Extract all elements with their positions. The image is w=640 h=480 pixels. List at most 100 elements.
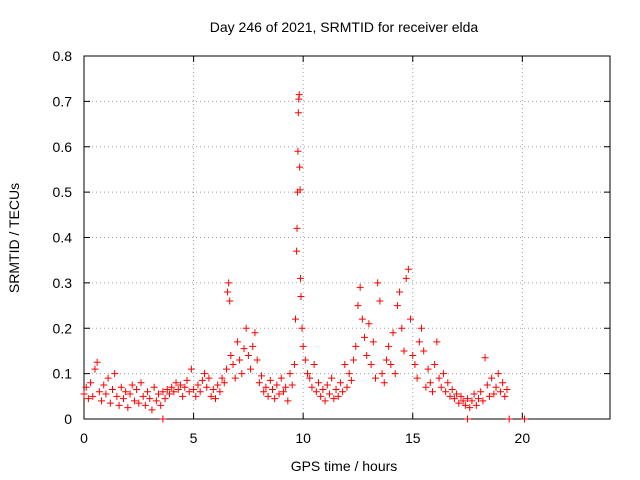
data-point — [240, 345, 248, 353]
data-point — [448, 386, 456, 394]
data-point — [389, 329, 397, 337]
data-point — [428, 388, 436, 396]
data-point — [236, 356, 244, 364]
data-point — [80, 390, 88, 398]
data-point — [264, 392, 272, 400]
data-point — [391, 370, 399, 378]
data-point — [209, 386, 217, 394]
data-point — [161, 395, 169, 403]
x-tick-label: 0 — [80, 430, 88, 446]
data-point — [369, 338, 377, 346]
data-point — [312, 388, 320, 396]
data-point — [330, 395, 338, 403]
data-point — [172, 379, 180, 387]
data-point — [106, 399, 114, 407]
data-point — [352, 342, 360, 350]
data-point — [356, 283, 364, 291]
data-point — [266, 376, 274, 384]
data-point — [308, 383, 316, 391]
data-point — [332, 386, 340, 394]
data-point — [119, 395, 127, 403]
data-point — [229, 361, 237, 369]
data-point — [464, 395, 472, 403]
data-point — [396, 288, 404, 296]
data-point — [100, 381, 108, 389]
data-point — [192, 392, 200, 400]
data-point — [363, 351, 371, 359]
data-point — [293, 224, 301, 232]
data-point — [238, 370, 246, 378]
data-point — [108, 386, 116, 394]
y-tick-label: 0.6 — [53, 139, 73, 155]
data-point — [268, 386, 276, 394]
data-point — [196, 388, 204, 396]
data-point — [461, 401, 469, 409]
data-point — [299, 342, 307, 350]
data-point — [382, 356, 390, 364]
data-point — [104, 374, 112, 382]
data-point — [290, 361, 298, 369]
data-point — [159, 388, 167, 396]
data-point — [139, 392, 147, 400]
data-point — [288, 381, 296, 389]
data-point — [201, 370, 209, 378]
data-point — [102, 390, 110, 398]
data-point — [258, 372, 266, 380]
chart-title: Day 246 of 2021, SRMTID for receiver eld… — [210, 19, 479, 35]
data-point — [203, 383, 211, 391]
data-point — [315, 379, 323, 387]
data-point — [82, 383, 90, 391]
data-point — [227, 351, 235, 359]
data-point — [306, 374, 314, 382]
data-point — [185, 388, 193, 396]
data-point — [187, 365, 195, 373]
data-point — [453, 390, 461, 398]
data-point — [477, 388, 485, 396]
data-point — [260, 388, 268, 396]
data-point — [89, 392, 97, 400]
data-point — [422, 383, 430, 391]
data-point — [242, 324, 250, 332]
x-tick-label: 15 — [405, 430, 421, 446]
y-tick-label: 0.3 — [53, 275, 73, 291]
data-point — [483, 381, 491, 389]
axis-ticks — [83, 55, 610, 420]
data-point — [159, 415, 167, 423]
data-point — [216, 388, 224, 396]
data-point — [214, 381, 222, 389]
gridlines — [84, 56, 610, 419]
data-point — [402, 274, 410, 282]
data-point — [150, 383, 158, 391]
data-point — [91, 365, 99, 373]
data-point — [297, 274, 305, 282]
data-point — [455, 399, 463, 407]
data-point — [181, 383, 189, 391]
data-point — [262, 383, 270, 391]
data-point — [122, 388, 130, 396]
data-point — [249, 342, 257, 350]
data-point — [411, 361, 419, 369]
data-point — [310, 361, 318, 369]
x-tick-label: 20 — [515, 430, 531, 446]
data-point — [354, 302, 362, 310]
data-point — [323, 381, 331, 389]
data-point — [304, 370, 312, 378]
data-point — [415, 338, 423, 346]
data-point — [398, 324, 406, 332]
y-tick-labels: 0 0.1 0.2 0.3 0.4 0.5 0.6 0.7 0.8 — [53, 48, 73, 427]
data-point — [124, 404, 132, 412]
data-point — [475, 395, 482, 403]
data-point — [194, 381, 202, 389]
data-point — [496, 388, 504, 396]
data-point — [87, 379, 95, 387]
data-point — [378, 370, 386, 378]
data-point — [176, 381, 184, 389]
data-point — [503, 386, 511, 394]
data-point — [282, 383, 290, 391]
data-point — [222, 365, 230, 373]
data-point — [442, 388, 450, 396]
data-point — [387, 361, 395, 369]
data-point — [450, 395, 458, 403]
data-point — [130, 397, 138, 405]
